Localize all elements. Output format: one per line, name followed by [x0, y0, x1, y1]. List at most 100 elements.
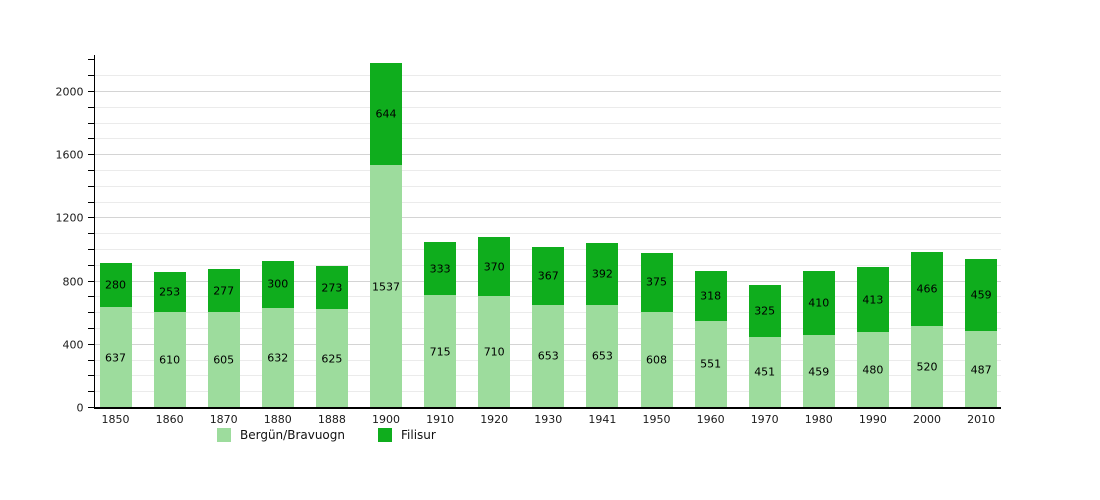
legend-label-Filisur: Filisur [401, 428, 436, 442]
bar-segment-1970-Bergün/Bravuogn [748, 336, 781, 408]
bar-segment-2010-Filisur [965, 258, 998, 332]
bar-segment-1930-Bergün/Bravuogn [532, 304, 565, 408]
bar-segment-1990-Filisur [856, 266, 889, 333]
minor-gridline-1700 [95, 138, 1001, 140]
bar-segment-1920-Filisur [478, 237, 511, 296]
y-tick-1800 [87, 122, 94, 124]
y-tick-1200 [87, 217, 94, 219]
value-label-1941-Bergün/Bravuogn: 653 [591, 349, 613, 363]
value-label-1941-Filisur: 392 [591, 267, 613, 281]
minor-gridline-2100 [95, 75, 1001, 77]
y-tick-200 [87, 375, 94, 377]
bar-segment-1941-Filisur [586, 242, 619, 305]
bar-segment-1980-Filisur [802, 270, 835, 336]
bar-segment-2000-Bergün/Bravuogn [911, 325, 943, 408]
y-axis-label-400: 400 [62, 338, 84, 352]
bar-segment-1870-Bergün/Bravuogn [207, 312, 240, 408]
x-axis-label-2000: 2000 [913, 413, 941, 426]
y-axis-label-2000: 2000 [55, 85, 84, 99]
y-tick-800 [87, 280, 94, 282]
y-tick-500 [87, 327, 94, 329]
bar-segment-1920-Bergün/Bravuogn [478, 295, 511, 408]
bar-segment-1880-Filisur [261, 260, 294, 309]
value-label-1860-Filisur: 253 [159, 285, 181, 299]
value-label-1900-Bergün/Bravuogn: 1537 [372, 280, 400, 294]
x-axis-label-1990: 1990 [858, 413, 887, 426]
y-tick-2200 [87, 59, 94, 61]
value-label-1930-Filisur: 367 [537, 269, 559, 283]
minor-gridline-1900 [95, 106, 1001, 108]
value-label-1870-Bergün/Bravuogn: 605 [213, 353, 235, 367]
y-tick-1600 [87, 154, 94, 156]
bar-segment-1850-Bergün/Bravuogn [99, 307, 132, 408]
y-axis-label-0: 0 [76, 401, 84, 415]
y-tick-100 [87, 391, 94, 393]
value-label-1910-Filisur: 333 [429, 262, 451, 276]
value-label-1990-Filisur: 413 [862, 293, 884, 307]
y-tick-1400 [87, 185, 94, 187]
value-label-1920-Filisur: 370 [483, 260, 505, 274]
y-tick-2100 [87, 75, 94, 77]
minor-gridline-1800 [95, 122, 1001, 124]
y-tick-1000 [87, 248, 94, 250]
value-label-1900-Filisur: 644 [375, 107, 397, 121]
bar-segment-1880-Bergün/Bravuogn [261, 308, 294, 408]
x-axis-label-1888: 1888 [317, 413, 346, 426]
value-label-1880-Filisur: 300 [267, 277, 289, 291]
bar-segment-1930-Filisur [532, 246, 565, 305]
x-axis-label-1960: 1960 [696, 413, 725, 426]
value-label-1960-Bergün/Bravuogn: 551 [700, 357, 722, 371]
major-gridline-2000 [95, 90, 1001, 92]
y-axis-label-1200: 1200 [55, 211, 84, 225]
legend-swatch-Filisur [378, 428, 392, 442]
value-label-1990-Bergün/Bravuogn: 480 [862, 363, 884, 377]
bar-segment-1960-Filisur [694, 270, 727, 321]
x-axis-label-1941: 1941 [588, 413, 617, 426]
bar-segment-1888-Bergün/Bravuogn [315, 309, 348, 408]
bar-segment-1950-Filisur [640, 252, 673, 312]
y-tick-1100 [87, 233, 94, 235]
bar-segment-1960-Bergün/Bravuogn [694, 320, 727, 408]
value-label-1960-Filisur: 318 [700, 289, 722, 303]
y-tick-1700 [87, 138, 94, 140]
bar-segment-1941-Bergün/Bravuogn [586, 304, 619, 408]
major-gridline-1200 [95, 217, 1001, 219]
value-label-1920-Bergün/Bravuogn: 710 [483, 345, 505, 359]
x-axis-label-1860: 1860 [155, 413, 184, 426]
minor-gridline-1300 [95, 201, 1001, 203]
bar-segment-1870-Filisur [207, 268, 240, 313]
value-label-2010-Filisur: 459 [970, 288, 992, 302]
y-tick-1300 [87, 201, 94, 203]
y-axis-line [93, 55, 96, 409]
value-label-1950-Bergün/Bravuogn: 608 [646, 353, 667, 367]
value-label-2000-Bergün/Bravuogn: 520 [916, 360, 938, 374]
value-label-1888-Bergün/Bravuogn: 625 [321, 352, 343, 366]
major-gridline-1600 [95, 154, 1001, 156]
y-tick-2000 [87, 90, 94, 92]
bar-segment-1950-Bergün/Bravuogn [640, 311, 673, 408]
bar-segment-2000-Filisur [911, 252, 943, 326]
bar-segment-1860-Bergün/Bravuogn [153, 311, 186, 408]
bar-segment-1970-Filisur [748, 285, 781, 337]
y-axis-label-800: 800 [62, 275, 84, 289]
bar-segment-2010-Bergün/Bravuogn [965, 331, 998, 408]
bar-segment-1860-Filisur [153, 271, 186, 312]
value-label-1950-Filisur: 375 [646, 275, 667, 289]
value-label-1870-Filisur: 277 [213, 284, 235, 298]
x-axis-line [93, 407, 1001, 409]
value-label-1888-Filisur: 273 [321, 281, 343, 295]
x-axis-label-1930: 1930 [534, 413, 563, 426]
y-tick-0 [87, 407, 94, 408]
bar-segment-1990-Bergün/Bravuogn [856, 332, 889, 408]
value-label-1970-Bergün/Bravuogn: 451 [754, 365, 776, 379]
value-label-1980-Bergün/Bravuogn: 459 [808, 365, 830, 379]
x-axis-label-2010: 2010 [967, 413, 996, 426]
value-label-1970-Filisur: 325 [754, 304, 776, 318]
x-axis-label-1870: 1870 [209, 413, 238, 426]
value-label-1860-Bergün/Bravuogn: 610 [159, 353, 181, 367]
bar-segment-1888-Filisur [315, 266, 348, 310]
legend-label-Bergün/Bravuogn: Bergün/Bravuogn [240, 428, 345, 442]
x-axis-label-1950: 1950 [642, 413, 671, 426]
bar-segment-1980-Bergün/Bravuogn [802, 335, 835, 408]
